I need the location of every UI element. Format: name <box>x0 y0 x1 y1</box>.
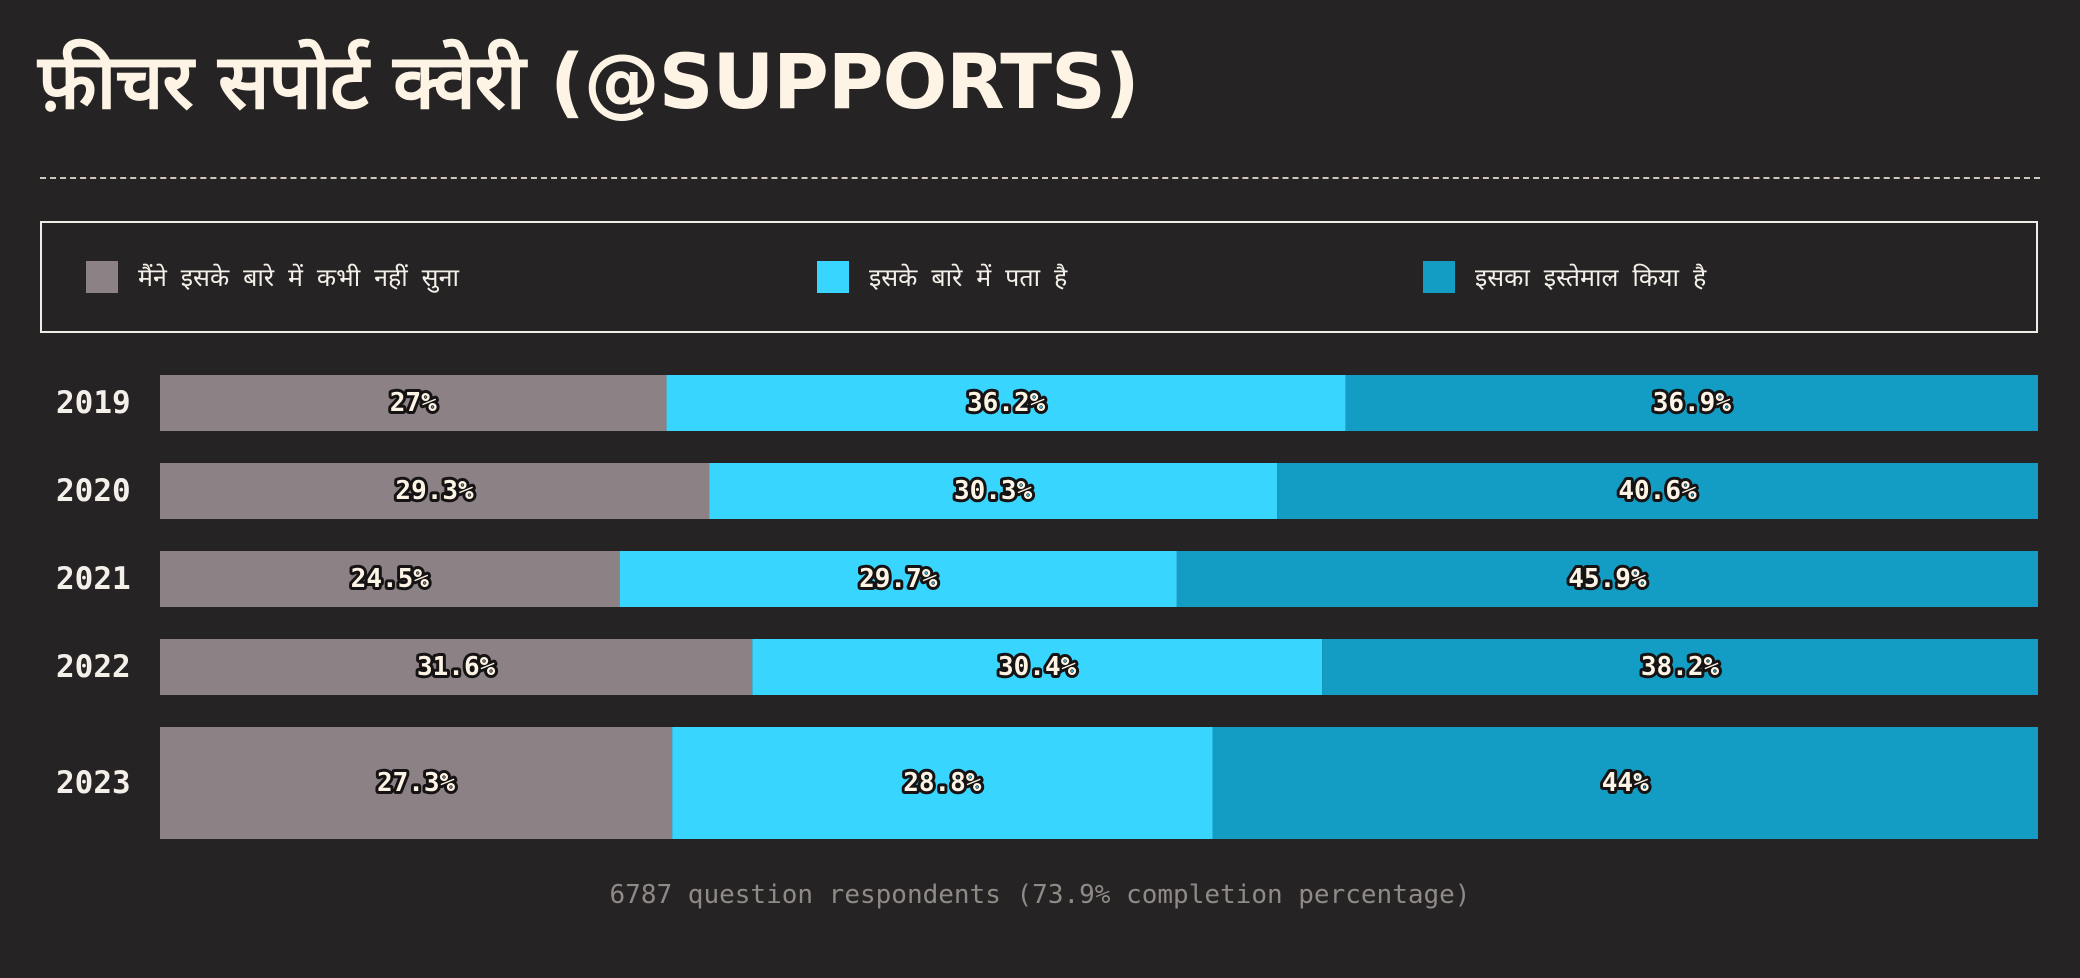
legend-swatch-never-heard <box>86 261 118 293</box>
legend-item-never-heard[interactable]: मैंने इसके बारे में कभी नहीं सुना <box>86 223 459 331</box>
bar-segment[interactable] <box>1322 639 2038 695</box>
bar-value-label: 28.8% <box>903 768 982 798</box>
bar-value-label: 24.5% <box>351 564 430 594</box>
bar-segment[interactable] <box>1176 551 2038 607</box>
year-label: 2019 <box>56 385 131 421</box>
bar-segment[interactable] <box>1277 463 2038 519</box>
year-label: 2022 <box>56 649 131 685</box>
respondents-footnote: 6787 question respondents (73.9% complet… <box>609 880 1471 910</box>
bar-value-label: 40.6% <box>1618 476 1697 506</box>
legend: मैंने इसके बारे में कभी नहीं सुना इसके ब… <box>40 221 2038 333</box>
title-divider <box>40 177 2040 179</box>
bar-value-label: 45.9% <box>1568 564 1647 594</box>
bar-value-label: 31.6% <box>417 652 496 682</box>
page-title: फ़ीचर सपोर्ट क्वेरी (@SUPPORTS) <box>38 37 1140 126</box>
bar-value-label: 29.7% <box>859 564 938 594</box>
legend-swatch-know-about <box>817 261 849 293</box>
legend-label-know-about: इसके बारे में पता है <box>869 263 1068 292</box>
bar-segment[interactable] <box>666 375 1346 431</box>
legend-item-used-it[interactable]: इसका इस्तेमाल किया है <box>1423 223 1706 331</box>
bar-segment[interactable] <box>160 551 620 607</box>
bar-value-label: 27% <box>390 388 437 418</box>
legend-label-never-heard: मैंने इसके बारे में कभी नहीं सुना <box>138 263 459 292</box>
bar-segment[interactable] <box>709 463 1278 519</box>
bar-segment[interactable] <box>160 375 667 431</box>
bar-segment[interactable] <box>619 551 1177 607</box>
bar-segment[interactable] <box>752 639 1323 695</box>
legend-item-know-about[interactable]: इसके बारे में पता है <box>817 223 1067 331</box>
legend-label-used-it: इसका इस्तेमाल किया है <box>1475 263 1707 292</box>
bar-value-label: 30.3% <box>954 476 1033 506</box>
bar-segment[interactable] <box>160 639 753 695</box>
bar-segment[interactable] <box>160 463 710 519</box>
bar-segment[interactable] <box>1212 727 2038 839</box>
year-label: 2020 <box>56 473 131 509</box>
bar-value-label: 27.3% <box>377 768 456 798</box>
bar-value-label: 29.3% <box>395 476 474 506</box>
bar-value-label: 38.2% <box>1641 652 1720 682</box>
bar-segment[interactable] <box>672 727 1213 839</box>
year-label: 2021 <box>56 561 131 597</box>
bar-value-label: 44% <box>1602 768 1649 798</box>
bar-segment[interactable] <box>1345 375 2038 431</box>
bar-value-label: 36.9% <box>1653 388 1732 418</box>
legend-swatch-used-it <box>1423 261 1455 293</box>
year-label: 2023 <box>56 765 131 801</box>
bar-value-label: 36.2% <box>967 388 1046 418</box>
bar-value-label: 30.4% <box>998 652 1077 682</box>
bar-segment[interactable] <box>160 727 673 839</box>
